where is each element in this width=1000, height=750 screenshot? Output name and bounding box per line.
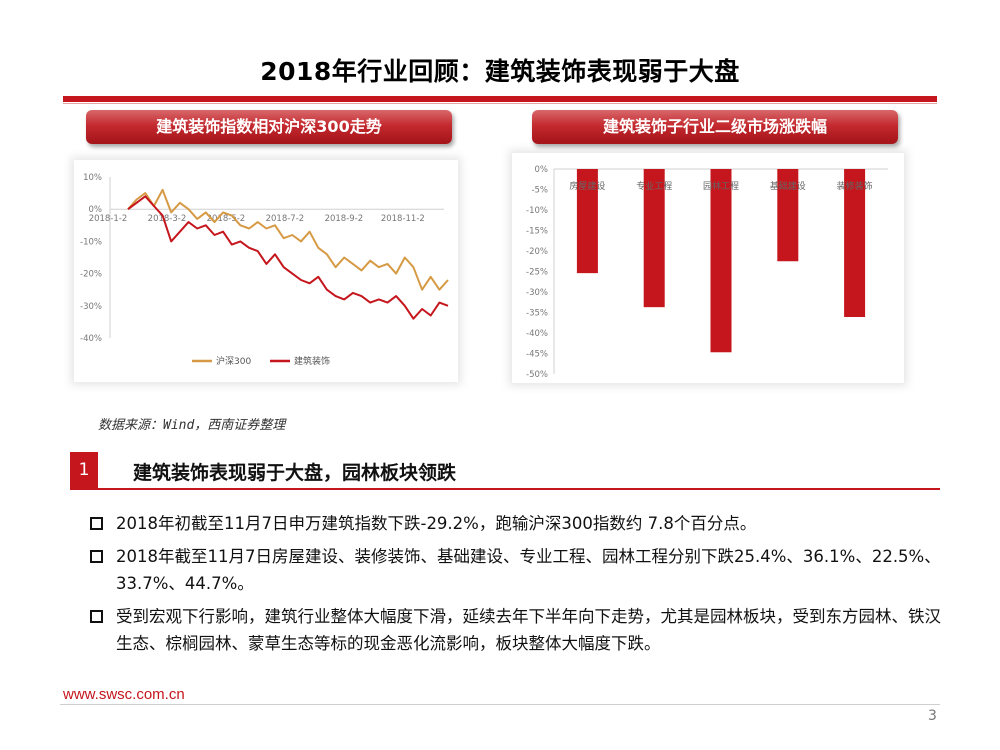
square-bullet-icon — [90, 610, 103, 623]
bar — [844, 169, 866, 318]
category-label: 装修装饰 — [837, 180, 873, 192]
y-tick-label: -25% — [526, 268, 548, 278]
y-tick-label: -40% — [80, 334, 102, 344]
category-label: 基础建设 — [770, 180, 806, 192]
category-label: 专业工程 — [636, 180, 672, 192]
x-tick-label: 2018-7-2 — [266, 214, 305, 224]
page-title: 2018年行业回顾：建筑装饰表现弱于大盘 — [260, 57, 740, 86]
x-tick-label: 2018-11-2 — [381, 214, 425, 224]
page-number: 3 — [928, 708, 937, 724]
bar-chart-panel: 0% -5% -10% -15% -20% -25% -30% -35% -40% -45% -50… — [512, 153, 904, 383]
square-bullet-icon — [90, 550, 103, 563]
bar — [643, 169, 665, 308]
data-source-note: 数据来源：Wind，西南证券整理 — [98, 418, 286, 433]
line-chart: 10% 0% -10% -20% -30% -40% 2018-1-2 2018-3-2 201… — [80, 173, 449, 367]
right-chart-heading: 建筑装饰子行业二级市场涨跌幅 — [532, 110, 898, 144]
y-tick-label: -20% — [526, 247, 548, 257]
series-line — [127, 195, 449, 320]
y-tick-label: -30% — [80, 302, 102, 312]
y-tick-label: -35% — [526, 309, 548, 319]
section-title: 建筑装饰表现弱于大盘，园林板块领跌 — [133, 462, 457, 484]
bullet-item: 2018年截至11月7日房屋建设、装修装饰、基础建设、专业工程、园林工程分别下跌… — [90, 543, 950, 597]
bullet-item: 2018年初截至11月7日申万建筑指数下跌-29.2%，跑输沪深300指数约 7… — [90, 510, 950, 537]
series-line — [127, 188, 449, 291]
y-tick-label: -10% — [526, 206, 548, 216]
bullet-list: 2018年初截至11月7日申万建筑指数下跌-29.2%，跑输沪深300指数约 7… — [90, 510, 950, 663]
section-underline — [70, 488, 940, 490]
legend-label: 沪深300 — [216, 355, 251, 367]
x-tick-label: 2018-9-2 — [325, 214, 364, 224]
bar — [777, 169, 799, 262]
y-tick-label: 0% — [535, 165, 549, 175]
category-label: 房屋建设 — [569, 180, 605, 192]
square-bullet-icon — [90, 517, 103, 530]
y-tick-label: -5% — [531, 186, 548, 196]
legend-label: 建筑装饰 — [294, 355, 330, 367]
bar — [576, 169, 598, 274]
y-tick-label: -15% — [526, 227, 548, 237]
y-tick-label: -50% — [526, 370, 548, 380]
x-tick-label: 2018-5-2 — [207, 214, 246, 224]
bullet-text: 2018年初截至11月7日申万建筑指数下跌-29.2%，跑输沪深300指数约 7… — [116, 514, 757, 533]
x-tick-label: 2018-3-2 — [148, 214, 187, 224]
line-chart-panel: 10% 0% -10% -20% -30% -40% 2018-1-2 2018-3-2 201… — [74, 160, 458, 382]
y-tick-label: -40% — [526, 329, 548, 339]
bar — [710, 169, 732, 353]
category-label: 园林工程 — [703, 180, 739, 192]
y-tick-label: 0% — [89, 205, 103, 215]
y-tick-label: -20% — [80, 270, 102, 280]
y-tick-label: -10% — [80, 237, 102, 247]
bar-chart: 0% -5% -10% -15% -20% -25% -30% -35% -40% -45% -50… — [526, 165, 888, 380]
y-tick-label: -30% — [526, 288, 548, 298]
footer-divider — [60, 704, 940, 705]
bullet-text: 受到宏观下行影响，建筑行业整体大幅度下滑，延续去年下半年向下走势，尤其是园林板块… — [116, 607, 941, 653]
y-tick-label: 10% — [83, 173, 102, 183]
bullet-text: 2018年截至11月7日房屋建设、装修装饰、基础建设、专业工程、园林工程分别下跌… — [116, 547, 941, 593]
x-tick-label: 2018-1-2 — [89, 214, 128, 224]
section-number: 1 — [70, 452, 98, 488]
left-chart-heading: 建筑装饰指数相对沪深300走势 — [86, 110, 452, 144]
footer-url[interactable]: www.swsc.com.cn — [63, 686, 185, 703]
bullet-item: 受到宏观下行影响，建筑行业整体大幅度下滑，延续去年下半年向下走势，尤其是园林板块… — [90, 603, 950, 657]
title-underline-thin — [63, 103, 937, 104]
title-underline — [63, 96, 937, 102]
y-tick-label: -45% — [526, 350, 548, 360]
